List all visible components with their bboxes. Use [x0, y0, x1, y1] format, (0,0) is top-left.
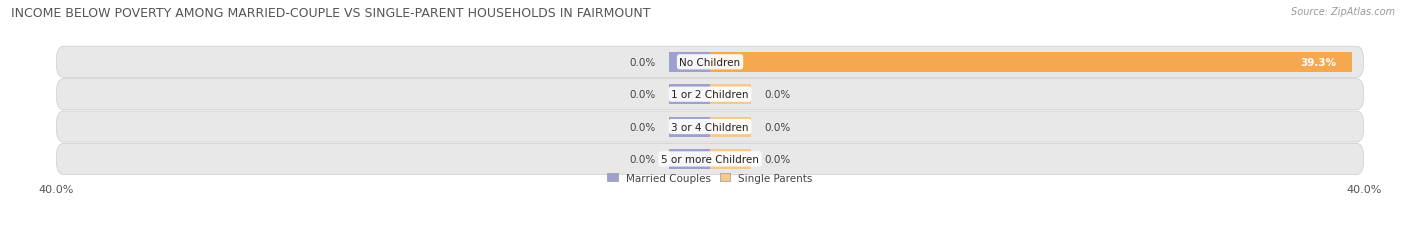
Text: 3 or 4 Children: 3 or 4 Children	[671, 122, 749, 132]
FancyBboxPatch shape	[56, 47, 1364, 78]
Bar	[710, 149, 751, 169]
Bar	[710, 85, 751, 105]
Text: 0.0%: 0.0%	[763, 154, 790, 164]
Text: INCOME BELOW POVERTY AMONG MARRIED-COUPLE VS SINGLE-PARENT HOUSEHOLDS IN FAIRMOU: INCOME BELOW POVERTY AMONG MARRIED-COUPL…	[11, 7, 651, 20]
Text: 5 or more Children: 5 or more Children	[661, 154, 759, 164]
Bar	[669, 52, 710, 73]
Text: 0.0%: 0.0%	[630, 90, 657, 100]
Legend: Married Couples, Single Parents: Married Couples, Single Parents	[605, 170, 815, 186]
Text: 0.0%: 0.0%	[630, 154, 657, 164]
FancyBboxPatch shape	[56, 79, 1364, 110]
Bar	[669, 117, 710, 137]
Bar	[669, 149, 710, 169]
FancyBboxPatch shape	[56, 112, 1364, 143]
Text: 1 or 2 Children: 1 or 2 Children	[671, 90, 749, 100]
Bar	[669, 85, 710, 105]
FancyBboxPatch shape	[56, 144, 1364, 175]
Text: 0.0%: 0.0%	[763, 90, 790, 100]
Text: 39.3%: 39.3%	[1301, 58, 1336, 67]
Text: No Children: No Children	[679, 58, 741, 67]
Bar	[710, 52, 1353, 73]
Text: 0.0%: 0.0%	[630, 58, 657, 67]
Text: Source: ZipAtlas.com: Source: ZipAtlas.com	[1291, 7, 1395, 17]
Text: 0.0%: 0.0%	[763, 122, 790, 132]
Text: 0.0%: 0.0%	[630, 122, 657, 132]
Bar	[710, 117, 751, 137]
